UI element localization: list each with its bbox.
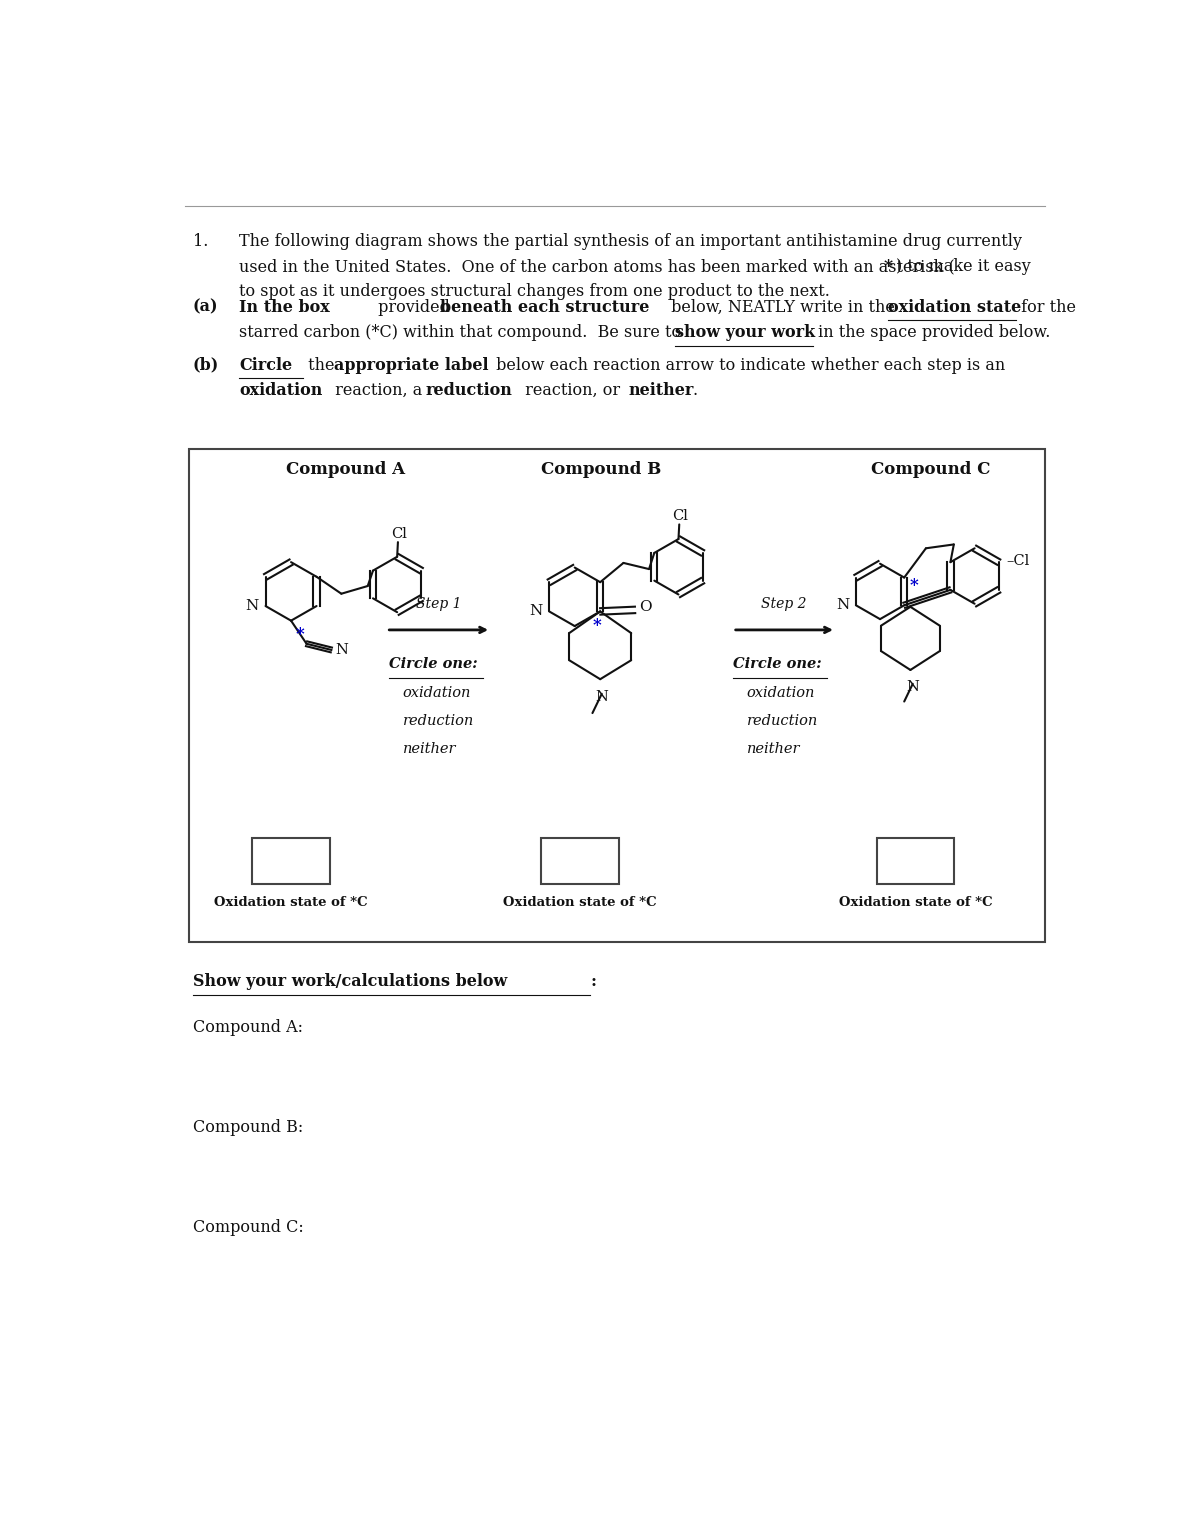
Text: used in the United States.  One of the carbon atoms has been marked with an aste: used in the United States. One of the ca… — [239, 258, 955, 275]
Text: N: N — [836, 598, 850, 612]
Text: N: N — [595, 690, 608, 704]
Text: reaction, or: reaction, or — [521, 382, 625, 399]
Bar — [252, 838, 330, 884]
Text: oxidation: oxidation — [403, 686, 472, 700]
Text: :: : — [590, 973, 596, 989]
Text: 1.: 1. — [193, 233, 208, 250]
Text: Compound C:: Compound C: — [193, 1220, 304, 1236]
Text: N: N — [529, 604, 542, 618]
Text: Show your work/calculations below: Show your work/calculations below — [193, 973, 506, 989]
Text: In the box: In the box — [239, 299, 330, 316]
Text: .: . — [692, 382, 697, 399]
Text: for the: for the — [1016, 299, 1076, 316]
Text: The following diagram shows the partial synthesis of an important antihistamine : The following diagram shows the partial … — [239, 233, 1022, 250]
Text: Compound B:: Compound B: — [193, 1118, 302, 1135]
Text: Compound B: Compound B — [541, 460, 661, 477]
Text: N: N — [246, 600, 259, 614]
Text: Compound A:: Compound A: — [193, 1019, 302, 1035]
Text: the: the — [304, 356, 340, 374]
Text: N: N — [336, 643, 349, 657]
Text: oxidation state: oxidation state — [888, 299, 1021, 316]
Text: *: * — [910, 577, 918, 594]
Text: appropriate label: appropriate label — [335, 356, 488, 374]
Text: Compound A: Compound A — [286, 460, 404, 477]
Text: neither: neither — [403, 741, 456, 756]
Text: in the space provided below.: in the space provided below. — [814, 324, 1051, 341]
Text: to spot as it undergoes structural changes from one product to the next.: to spot as it undergoes structural chang… — [239, 282, 830, 299]
Text: reaction, a: reaction, a — [330, 382, 427, 399]
Bar — [541, 838, 619, 884]
Text: neither: neither — [746, 741, 800, 756]
Text: Oxidation state of *C: Oxidation state of *C — [839, 896, 992, 908]
Text: *: * — [296, 626, 305, 643]
Text: Circle one:: Circle one: — [733, 657, 822, 670]
Text: neither: neither — [628, 382, 694, 399]
Text: Cl: Cl — [672, 509, 688, 523]
Text: beneath each structure: beneath each structure — [440, 299, 649, 316]
Text: N: N — [906, 680, 919, 693]
Text: Cl: Cl — [391, 528, 407, 542]
Bar — [188, 449, 1045, 942]
Bar — [877, 838, 954, 884]
Text: oxidation: oxidation — [746, 686, 815, 700]
Text: Circle: Circle — [239, 356, 293, 374]
Text: below each reaction arrow to indicate whether each step is an: below each reaction arrow to indicate wh… — [491, 356, 1006, 374]
Text: Circle one:: Circle one: — [389, 657, 478, 670]
Text: *: * — [884, 258, 893, 275]
Text: Step 2: Step 2 — [761, 597, 806, 611]
Text: Oxidation state of *C: Oxidation state of *C — [503, 896, 656, 908]
Text: Compound C: Compound C — [871, 460, 990, 477]
Text: reduction: reduction — [746, 713, 818, 727]
Text: (b): (b) — [193, 356, 218, 374]
Text: below, NEATLY write in the: below, NEATLY write in the — [666, 299, 900, 316]
Text: (a): (a) — [193, 299, 218, 316]
Text: ) to make it easy: ) to make it easy — [895, 258, 1031, 275]
Text: oxidation: oxidation — [239, 382, 323, 399]
Text: Oxidation state of *C: Oxidation state of *C — [215, 896, 368, 908]
Text: reduction: reduction — [426, 382, 512, 399]
Text: *: * — [593, 617, 601, 634]
Text: O: O — [640, 600, 653, 614]
Text: –Cl: –Cl — [1007, 554, 1030, 568]
Text: starred carbon (*C) within that compound.  Be sure to: starred carbon (*C) within that compound… — [239, 324, 686, 341]
Text: Step 1: Step 1 — [415, 597, 461, 611]
Text: show your work: show your work — [676, 324, 816, 341]
Text: reduction: reduction — [403, 713, 474, 727]
Text: provided: provided — [373, 299, 455, 316]
